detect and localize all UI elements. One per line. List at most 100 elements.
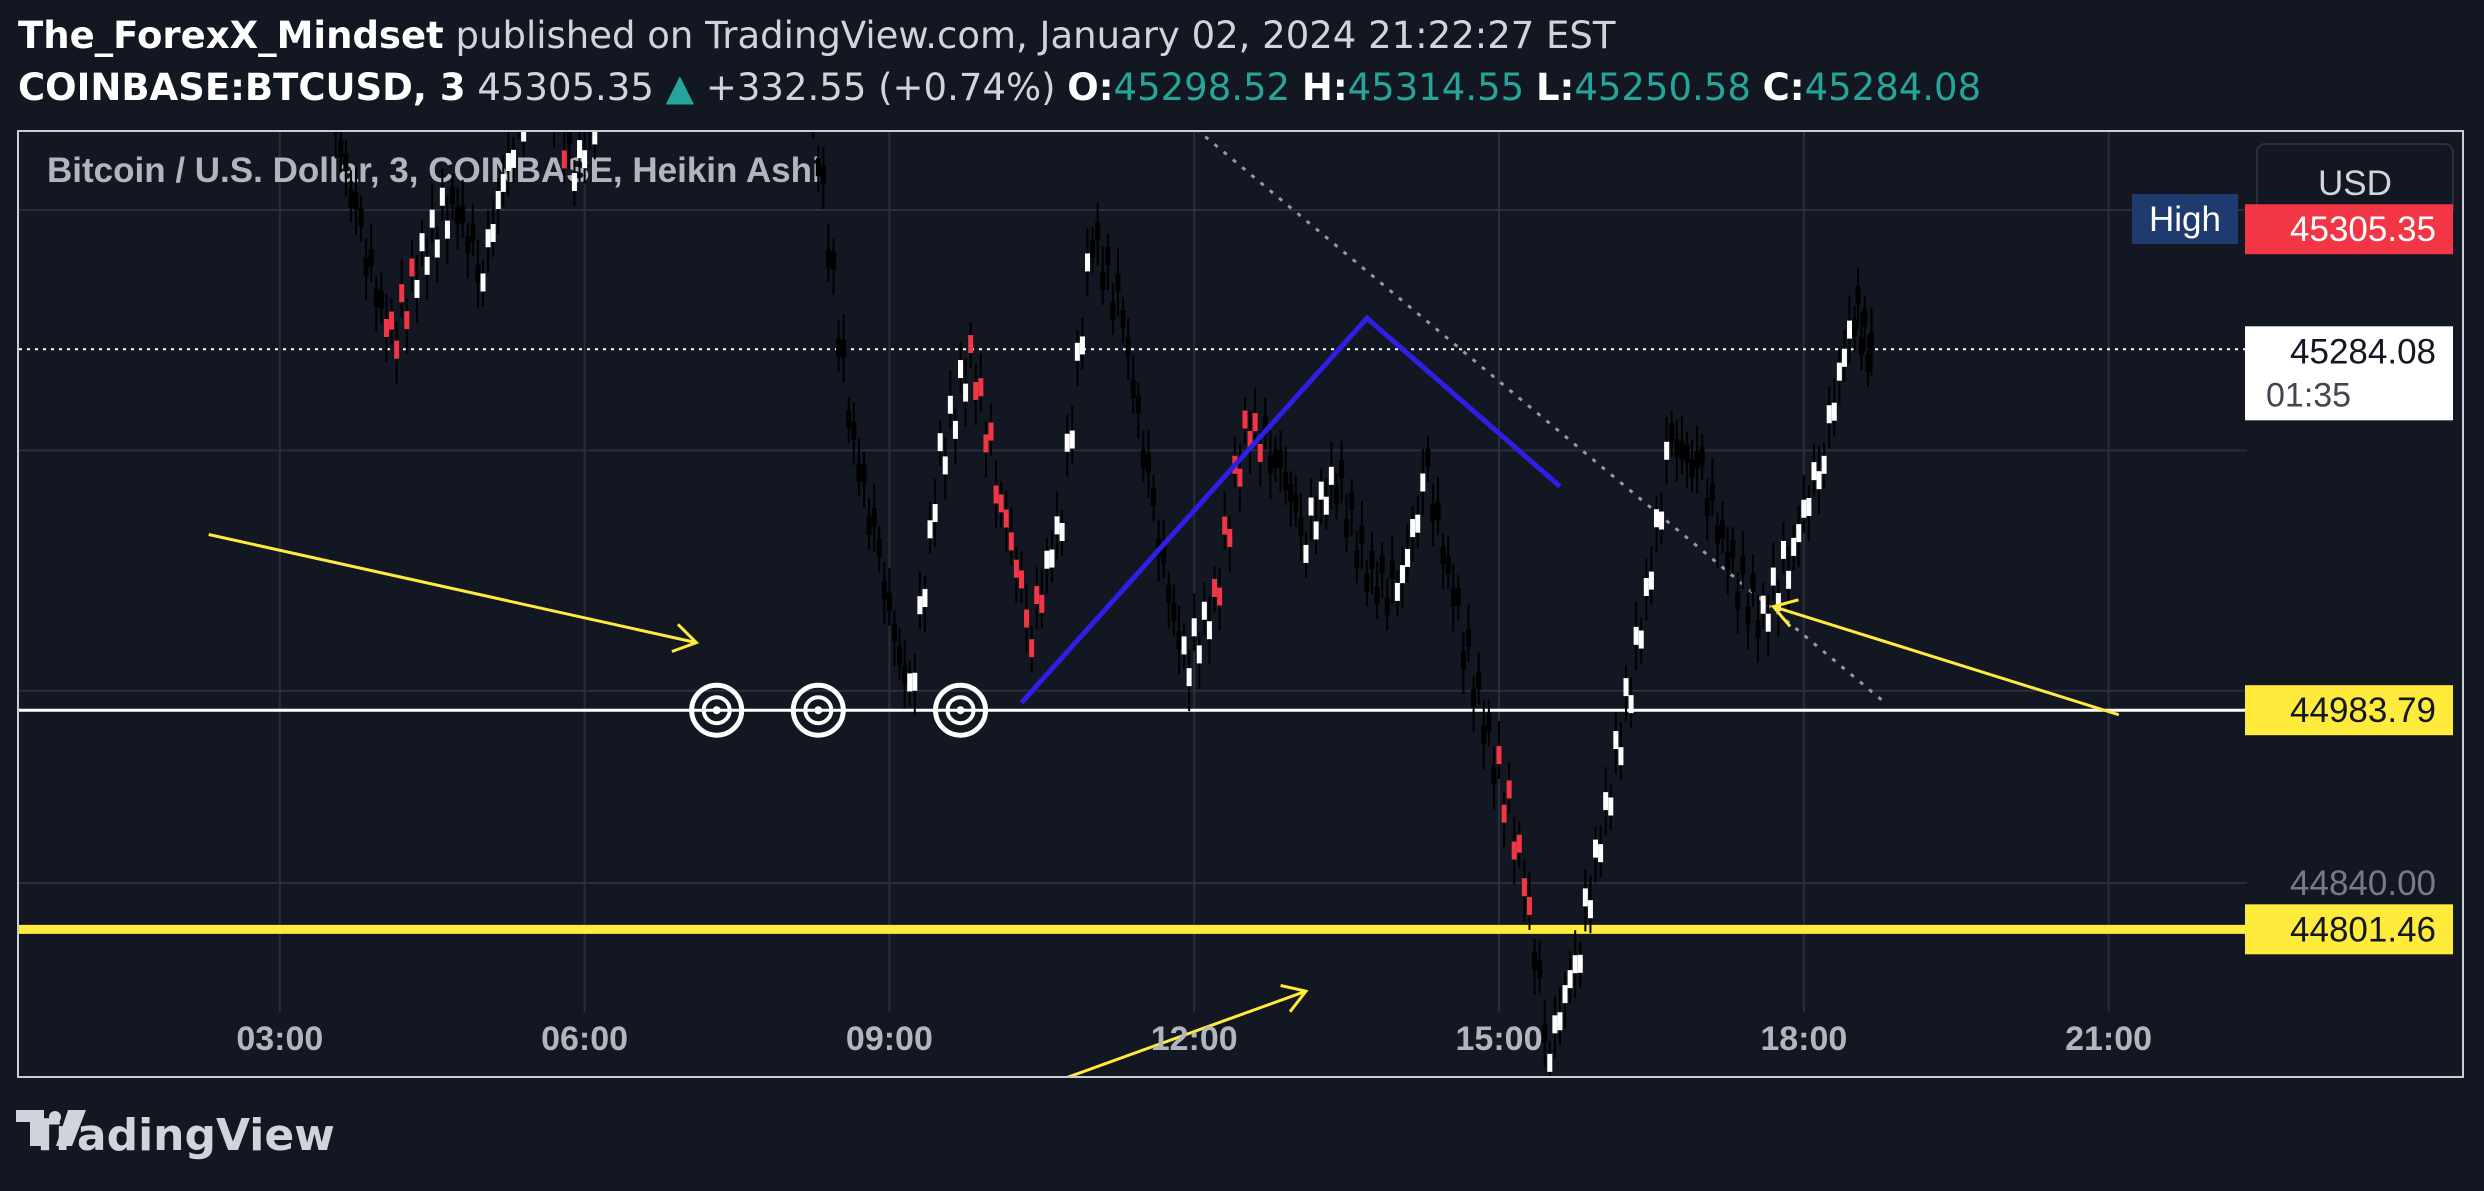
time-axis-label: 18:00: [1760, 1020, 1847, 1058]
candle-body: [907, 673, 913, 692]
candle-body: [1831, 402, 1837, 421]
candle-body: [414, 279, 420, 298]
candle-body: [1689, 459, 1695, 478]
candle-body: [1125, 337, 1131, 356]
candle-body: [1247, 430, 1253, 449]
candle-body: [571, 172, 577, 191]
candle-body: [1064, 433, 1070, 452]
candle-body: [1745, 606, 1751, 625]
candle-body: [1389, 560, 1395, 579]
candle-body: [1801, 499, 1807, 518]
candle-body: [1623, 678, 1629, 697]
candle-body: [968, 335, 974, 354]
candle-body: [942, 456, 948, 475]
candle-body: [1303, 544, 1309, 563]
candle-body: [1858, 337, 1864, 356]
candle-body: [1394, 582, 1400, 601]
candle-body: [1506, 780, 1512, 799]
price-chart[interactable]: Bitcoin / U.S. Dollar, 3, COINBASE, Heik…: [19, 132, 2462, 1076]
candle-body: [1085, 253, 1091, 272]
candle-body: [363, 257, 369, 276]
candle-body: [1278, 449, 1284, 468]
candle-body: [566, 132, 572, 144]
candle-body: [592, 132, 598, 145]
candle-body: [1760, 595, 1766, 614]
candle-body: [1669, 423, 1675, 442]
candle-body: [1775, 593, 1781, 612]
annotation-arrow: [208, 533, 697, 645]
candle-body: [891, 623, 897, 642]
candle-body: [1598, 844, 1604, 863]
arrow-head: [1280, 984, 1309, 1013]
price-tag-close: [2245, 326, 2453, 421]
tradingview-footer: TradingView: [16, 1110, 335, 1161]
candle-body: [1095, 222, 1101, 241]
candle-body: [399, 284, 405, 303]
candle-body: [338, 139, 344, 158]
candle-body: [1410, 519, 1416, 538]
candle-body: [1105, 247, 1111, 266]
candle-body: [841, 339, 847, 358]
candle-body: [897, 646, 903, 665]
candle-body: [439, 187, 445, 206]
candle-body: [958, 360, 964, 379]
candle-body: [1562, 985, 1568, 1004]
candle-body: [1780, 540, 1786, 559]
chart-panel[interactable]: Bitcoin / U.S. Dollar, 3, COINBASE, Heik…: [17, 130, 2464, 1078]
candle-body: [1445, 555, 1451, 574]
candle-body: [952, 420, 958, 439]
candle-body: [1501, 804, 1507, 823]
candle-body: [1049, 549, 1055, 568]
candle-body: [1161, 545, 1167, 564]
candle-body: [500, 173, 506, 192]
candle-body: [1704, 497, 1710, 516]
candle-body: [1318, 481, 1324, 500]
high-label: H:: [1301, 66, 1348, 109]
candle-body: [1293, 493, 1299, 512]
chart-legend: Bitcoin / U.S. Dollar, 3, COINBASE, Heik…: [47, 151, 822, 190]
candle-body: [1024, 609, 1030, 628]
candle-body: [1359, 525, 1365, 544]
candle-body: [1725, 551, 1731, 570]
candle-body: [927, 520, 933, 539]
candle-body: [1054, 516, 1060, 535]
candle-body: [1679, 441, 1685, 460]
candle-body: [825, 249, 831, 268]
candle-body: [348, 189, 354, 208]
candle-body: [1267, 455, 1273, 474]
candle-body: [1344, 519, 1350, 538]
candle-body: [1115, 273, 1121, 292]
candle-body: [1542, 1024, 1548, 1043]
candle-body: [902, 665, 908, 684]
price-tag-label: 45305.35: [2290, 210, 2436, 249]
candle-body: [1374, 586, 1380, 605]
candle-body: [1714, 525, 1720, 544]
candle-body: [505, 153, 511, 172]
candle-body: [1633, 626, 1639, 645]
candle-body: [368, 248, 374, 267]
candle-body: [1862, 308, 1868, 327]
open-value: 45298.52: [1113, 66, 1291, 109]
candle-body: [1252, 413, 1258, 432]
candle-body: [937, 433, 943, 452]
author-name[interactable]: The_ForexX_Mindset: [18, 14, 444, 57]
candle-body: [1552, 1015, 1558, 1034]
candle-body: [1079, 336, 1085, 355]
support-touch-dot: [712, 706, 721, 715]
time-axis-label: 03:00: [236, 1020, 323, 1058]
price-axis-label: 44840.00: [2290, 864, 2436, 903]
candle-body: [582, 150, 588, 169]
candle-body: [1608, 797, 1614, 816]
candle-body: [1196, 645, 1202, 664]
candle-body: [1257, 443, 1263, 462]
candle-body: [1582, 888, 1588, 907]
candle-body: [444, 220, 450, 239]
candle-body: [1222, 516, 1228, 535]
candle-body: [1450, 588, 1456, 607]
symbol-label: COINBASE:BTCUSD, 3: [18, 66, 466, 109]
candle-body: [1806, 497, 1812, 516]
candle-body: [404, 311, 410, 330]
price-tag-label: 44801.46: [2290, 910, 2436, 949]
candle-body: [1369, 551, 1375, 570]
candle-body: [1349, 492, 1355, 511]
